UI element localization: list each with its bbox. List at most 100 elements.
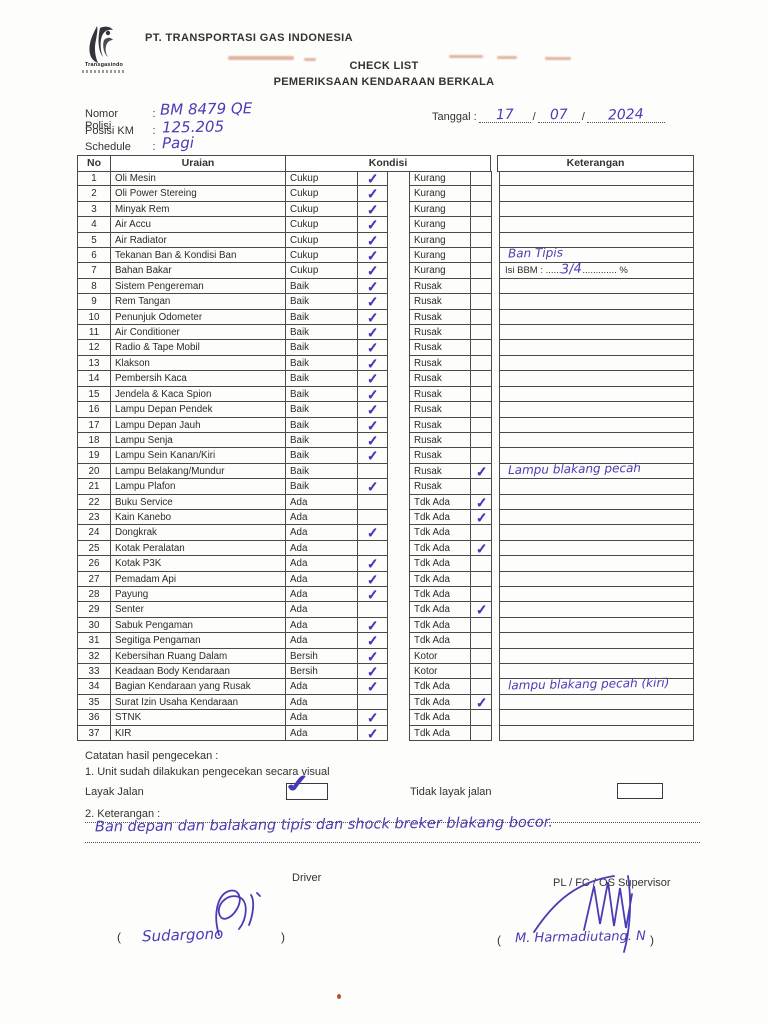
colon: : xyxy=(152,125,156,137)
column-gap xyxy=(388,433,409,448)
column-gap xyxy=(492,433,499,448)
condition-checkbox-left: ✓ xyxy=(357,417,388,433)
condition-checkbox-right xyxy=(470,556,492,572)
column-gap xyxy=(492,310,499,325)
condition-checkbox-right xyxy=(470,325,492,341)
condition-option-left: Baik xyxy=(285,432,357,449)
checkmark-icon: ✓ xyxy=(475,509,487,526)
nomor-polisi-value: BM 8479 QE xyxy=(159,99,253,119)
condition-option-right: Tdk Ada xyxy=(409,694,470,711)
condition-option-left: Baik xyxy=(285,355,357,372)
column-gap xyxy=(492,464,499,479)
row-number: 21 xyxy=(77,479,110,495)
condition-option-right: Rusak xyxy=(409,463,470,480)
condition-option-right: Tdk Ada xyxy=(409,494,470,510)
ink-bleed-smudge xyxy=(449,55,483,58)
condition-option-left: Ada xyxy=(285,633,357,649)
row-number: 13 xyxy=(77,355,110,372)
checkmark-icon: ✓ xyxy=(366,247,379,264)
condition-checkbox-right xyxy=(470,479,492,495)
condition-checkbox-right xyxy=(470,340,492,356)
paren-close: ) xyxy=(650,933,654,947)
condition-checkbox-left: ✓ xyxy=(357,278,388,295)
column-gap xyxy=(388,279,409,294)
item-label: Segitiga Pengaman xyxy=(110,633,285,649)
remark-handwritten: Lampu blakang pecah xyxy=(507,460,642,477)
condition-checkbox-right xyxy=(470,371,492,387)
item-label: Senter xyxy=(110,602,285,618)
checkmark-icon: ✓ xyxy=(475,601,487,619)
row-number: 14 xyxy=(77,371,110,387)
row-number: 5 xyxy=(77,232,110,249)
logo-brand-text: Transgasindo xyxy=(84,62,124,68)
row-number: 35 xyxy=(77,694,110,711)
column-gap xyxy=(492,448,499,463)
column-gap xyxy=(492,371,499,386)
remark-cell xyxy=(499,540,694,557)
condition-checkbox-left: ✓ xyxy=(357,663,388,680)
condition-checkbox-right xyxy=(470,448,492,464)
condition-option-right: Kotor xyxy=(409,648,470,664)
posisi-km-label: Posisi KM xyxy=(85,125,134,137)
row-number: 30 xyxy=(77,617,110,634)
field-nomor-polisi: Nomor Polisi : xyxy=(85,108,161,132)
condition-option-left: Baik xyxy=(285,386,357,403)
checkmark-icon: ✓ xyxy=(366,678,379,696)
condition-option-right: Tdk Ada xyxy=(409,617,470,634)
item-label: STNK xyxy=(110,710,285,726)
row-number: 8 xyxy=(77,278,110,295)
condition-option-left: Ada xyxy=(285,679,357,695)
checkmark-icon: ✓ xyxy=(366,278,379,295)
condition-checkbox-right xyxy=(470,217,492,233)
item-label: Sistem Pengereman xyxy=(110,278,285,295)
company-name: PT. TRANSPORTASI GAS INDONESIA xyxy=(145,32,353,44)
condition-option-right: Rusak xyxy=(409,448,470,464)
column-gap xyxy=(388,402,409,417)
remark-cell xyxy=(499,617,694,634)
condition-option-left: Cukup xyxy=(285,217,357,233)
remark-cell xyxy=(499,586,694,603)
condition-checkbox-left: ✓ xyxy=(357,448,388,464)
condition-option-right: Kurang xyxy=(409,217,470,233)
condition-checkbox-right xyxy=(470,263,492,279)
checkmark-icon: ✓ xyxy=(366,632,379,649)
condition-option-right: Rusak xyxy=(409,417,470,433)
condition-checkbox-right xyxy=(470,402,492,418)
item-label: Air Conditioner xyxy=(110,325,285,341)
column-gap xyxy=(388,649,409,664)
column-gap xyxy=(492,618,499,633)
condition-option-left: Ada xyxy=(285,556,357,572)
checkmark-icon: ✓ xyxy=(366,478,379,495)
item-label: Lampu Senja xyxy=(110,432,285,449)
column-gap xyxy=(492,217,499,232)
row-number: 34 xyxy=(77,679,110,695)
column-gap xyxy=(388,541,409,556)
item-label: Lampu Sein Kanan/Kiri xyxy=(110,448,285,464)
condition-checkbox-left xyxy=(357,509,388,526)
supervisor-name: M. Harmadiutang. N xyxy=(514,928,646,947)
column-gap xyxy=(388,587,409,602)
tanggal-month: 07 xyxy=(537,107,580,123)
item-label: Klakson xyxy=(110,355,285,372)
column-gap xyxy=(388,325,409,340)
column-gap xyxy=(492,541,499,556)
checkmark-icon: ✓ xyxy=(475,493,487,511)
column-gap xyxy=(388,448,409,463)
paren-close: ) xyxy=(281,930,285,944)
condition-checkbox-left xyxy=(357,602,388,618)
condition-option-right: Tdk Ada xyxy=(409,679,470,695)
column-gap xyxy=(492,340,499,355)
condition-checkbox-left xyxy=(357,694,388,711)
condition-option-left: Baik xyxy=(285,448,357,464)
row-number: 23 xyxy=(77,509,110,526)
condition-checkbox-right xyxy=(470,171,492,187)
condition-option-left: Ada xyxy=(285,725,357,742)
table-header-kondisi: Kondisi xyxy=(285,155,491,172)
condition-checkbox-left xyxy=(357,494,388,510)
dotted-line xyxy=(85,822,700,823)
condition-option-left: Baik xyxy=(285,417,357,433)
column-gap xyxy=(492,679,499,694)
row-number: 1 xyxy=(77,171,110,187)
paren-open: ( xyxy=(117,930,121,944)
checklist-table-body: 1 Oli Mesin Cukup ✓ Kurang 2 Oli Power Sterein… xyxy=(77,170,694,742)
